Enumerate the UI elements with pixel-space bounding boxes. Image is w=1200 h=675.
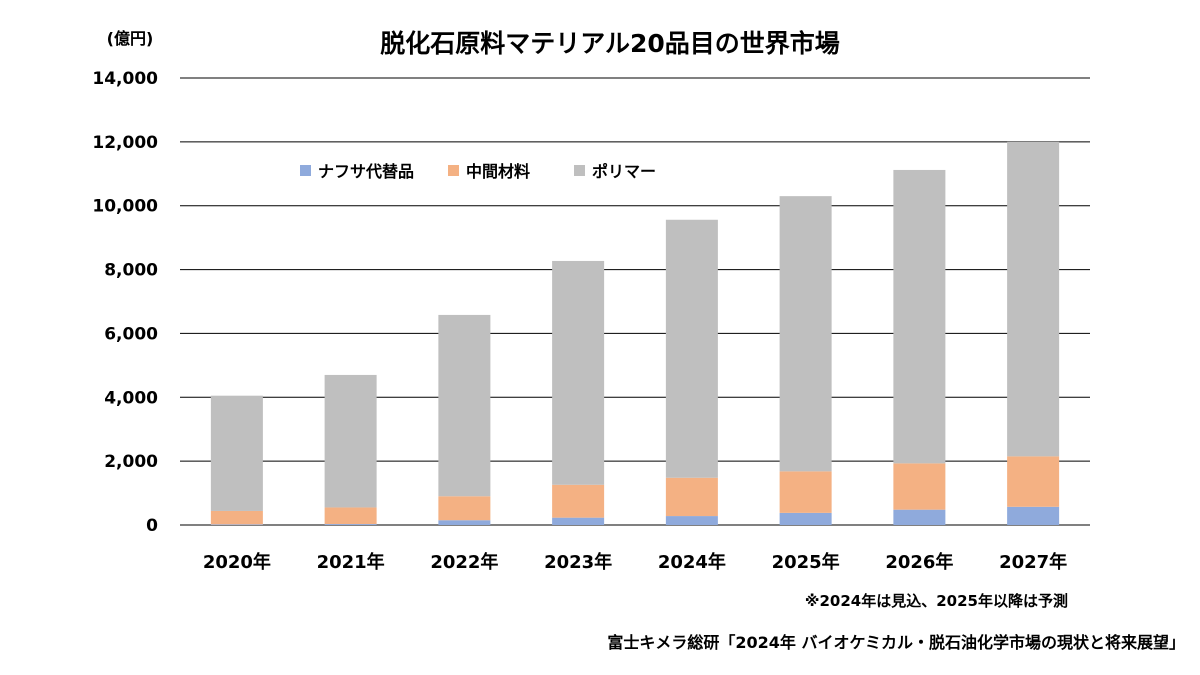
- bar-segment: [210, 510, 263, 525]
- bar-segment: [552, 260, 605, 485]
- bar-segment: [893, 169, 946, 464]
- bar-segment: [779, 471, 832, 513]
- legend-label: 中間材料: [466, 162, 530, 181]
- bar-segment: [779, 196, 832, 472]
- legend-label: ポリマー: [592, 162, 656, 181]
- y-tick-label: 4,000: [104, 388, 158, 408]
- bar-segment: [438, 314, 491, 497]
- x-axis-ticks: 2020年 2021年 2022年 2023年 2024年 2025年 2026年 2027年: [203, 551, 1067, 573]
- bar-segment: [893, 463, 946, 510]
- bar-segment: [1007, 506, 1060, 525]
- y-tick-label: 8,000: [104, 261, 158, 281]
- bar-segment: [438, 496, 491, 521]
- x-tick-label: 2021年: [317, 551, 385, 573]
- y-tick-label: 6,000: [104, 324, 158, 344]
- y-tick-label: 10,000: [92, 197, 158, 217]
- source-credit: 富士キメラ総研「2024年 バイオケミカル・脱石油化学市場の現状と将来展望」: [607, 633, 1185, 652]
- y-axis-unit-label: (億円): [107, 29, 154, 48]
- bar-segment: [665, 516, 718, 525]
- bar-segment: [1007, 456, 1060, 507]
- x-tick-label: 2024年: [658, 551, 726, 573]
- bar-segment: [1007, 141, 1060, 457]
- bar-segment: [210, 524, 263, 525]
- x-tick-label: 2020年: [203, 551, 271, 573]
- bar-segment: [552, 484, 605, 518]
- legend-swatch: [448, 165, 459, 176]
- legend-label: ナフサ代替品: [318, 162, 414, 181]
- bar-segment: [665, 219, 718, 478]
- bar-segment: [210, 395, 263, 511]
- bars: [210, 141, 1060, 525]
- bar-segment: [893, 509, 946, 525]
- bar-segment: [438, 520, 491, 525]
- chart-title: 脱化石原料マテリアル20品目の世界市場: [380, 29, 840, 58]
- bar-segment: [779, 512, 832, 525]
- x-tick-label: 2027年: [999, 551, 1067, 573]
- gridlines: [180, 77, 1090, 526]
- y-tick-label: 0: [146, 516, 158, 536]
- x-tick-label: 2023年: [544, 551, 612, 573]
- bar-segment: [552, 517, 605, 525]
- x-tick-label: 2022年: [430, 551, 498, 573]
- bar-segment: [324, 374, 377, 508]
- bar-segment: [324, 507, 377, 525]
- bar-segment: [324, 524, 377, 525]
- y-axis-ticks: 0 2,000 4,000 6,000 8,000 10,000 12,000 14,000: [92, 69, 158, 536]
- bar-segment: [665, 477, 718, 517]
- y-tick-label: 12,000: [92, 133, 158, 153]
- legend-swatch: [300, 165, 311, 176]
- x-tick-label: 2025年: [772, 551, 840, 573]
- legend-swatch: [574, 165, 585, 176]
- y-tick-label: 14,000: [92, 69, 158, 89]
- forecast-note: ※2024年は見込、2025年以降は予測: [805, 592, 1068, 610]
- y-tick-label: 2,000: [104, 452, 158, 472]
- x-tick-label: 2026年: [885, 551, 953, 573]
- legend: ナフサ代替品 中間材料 ポリマー: [300, 162, 656, 181]
